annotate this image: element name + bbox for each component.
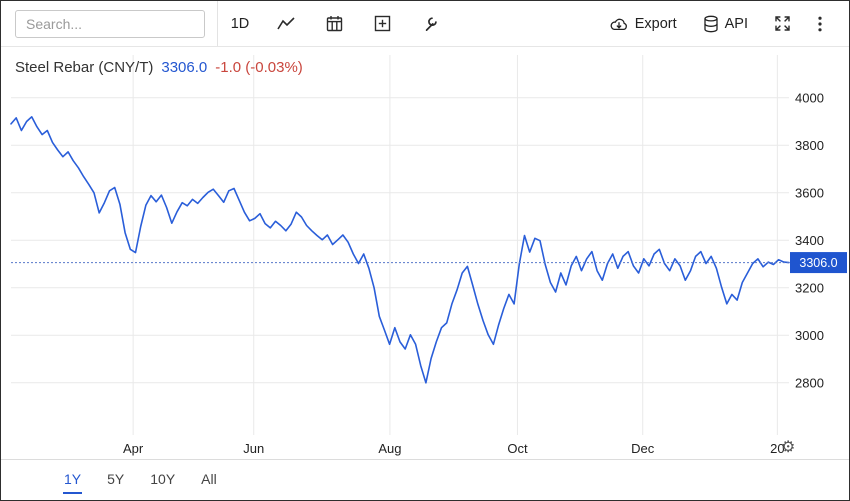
- price-line-series: [10, 116, 790, 384]
- wrench-icon: [422, 15, 439, 32]
- range-button-all[interactable]: All: [201, 471, 217, 487]
- y-axis-label: 4000: [795, 90, 824, 105]
- x-axis-label: Dec: [631, 441, 655, 456]
- tools-button[interactable]: [406, 1, 454, 47]
- export-button[interactable]: Export: [598, 1, 688, 47]
- toolbar-right-group: Export API: [598, 1, 835, 47]
- range-selector-bar: 1Y 5Y 10Y All: [1, 459, 849, 500]
- top-toolbar: 1D: [1, 1, 849, 47]
- last-price-value: 3306.0: [161, 59, 208, 76]
- last-price-badge: [790, 252, 847, 274]
- chart-area: 4000 3800 3600 3400 3200 3000 2800 Apr Jun Aug Oct…: [1, 47, 849, 459]
- api-button[interactable]: API: [692, 1, 759, 47]
- x-axis-label: Oct: [507, 441, 528, 456]
- instrument-title: Steel Rebar (CNY/T): [15, 59, 154, 76]
- export-label: Export: [634, 15, 677, 32]
- expand-icon: [774, 15, 791, 32]
- last-price-badge-label: 3306.0: [799, 256, 837, 270]
- chart-canvas[interactable]: 4000 3800 3600 3400 3200 3000 2800 Apr Jun Aug Oct…: [1, 47, 850, 459]
- range-button-1y[interactable]: 1Y: [63, 466, 83, 494]
- calendar-icon: [326, 15, 343, 32]
- range-buttons: 1Y 5Y 10Y All: [63, 466, 218, 494]
- calendar-button[interactable]: [310, 1, 358, 47]
- chart-header: Steel Rebar (CNY/T) 3306.0 -1.0 (-0.03%): [15, 59, 303, 76]
- gear-icon: ⚙: [781, 439, 796, 456]
- y-axis-label: 2800: [795, 375, 824, 390]
- kebab-icon: [818, 16, 822, 32]
- api-label: API: [724, 15, 748, 32]
- price-change: -1.0 (-0.03%): [215, 59, 303, 76]
- toolbar-divider: [217, 1, 218, 46]
- export-cloud-download-icon: [609, 16, 629, 32]
- x-axis-label: Jun: [243, 441, 264, 456]
- y-axis-label: 3000: [795, 328, 824, 343]
- plus-square-icon: [374, 15, 391, 32]
- chart-settings-button[interactable]: ⚙: [781, 440, 795, 456]
- y-axis-label: 3800: [795, 138, 824, 153]
- range-button-10y[interactable]: 10Y: [150, 471, 176, 487]
- x-axis-label: 20: [770, 441, 784, 456]
- y-axis-label: 3200: [795, 280, 824, 295]
- chart-type-button[interactable]: [262, 1, 310, 47]
- fullscreen-button[interactable]: [763, 1, 801, 47]
- y-axis-label: 3600: [795, 185, 824, 200]
- interval-label: 1D: [230, 15, 250, 32]
- more-menu-button[interactable]: [805, 1, 835, 47]
- range-button-5y[interactable]: 5Y: [107, 471, 125, 487]
- x-axis-label: Apr: [123, 441, 144, 456]
- search-input[interactable]: [15, 9, 205, 38]
- line-chart-icon: [277, 16, 295, 32]
- add-indicator-button[interactable]: [358, 1, 406, 47]
- x-axis-label: Aug: [378, 441, 401, 456]
- database-icon: [703, 15, 719, 33]
- interval-button[interactable]: 1D: [218, 1, 262, 47]
- y-axis-label: 3400: [795, 233, 824, 248]
